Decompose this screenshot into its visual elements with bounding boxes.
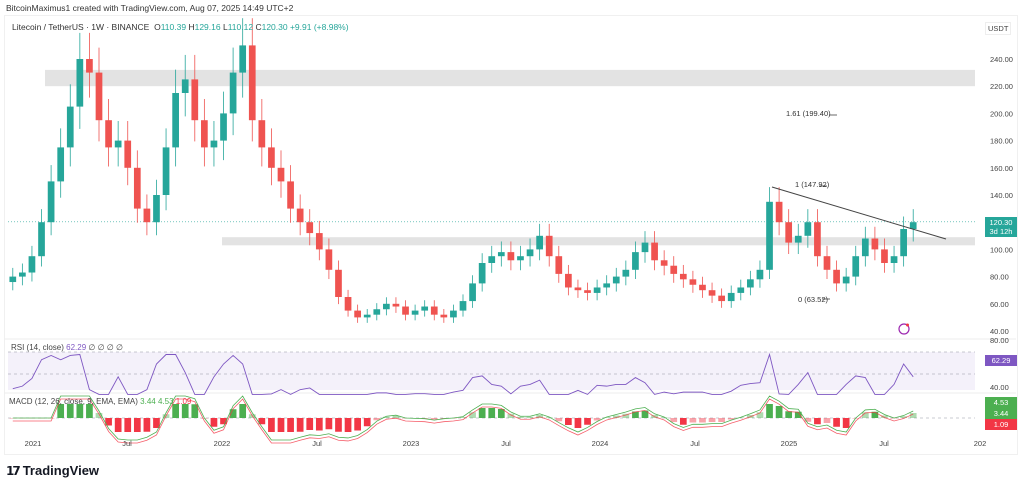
svg-text:Jul: Jul (879, 439, 889, 448)
rsi-price-tag: 62.29 (985, 355, 1017, 366)
current-price-tag: 120.30 3d 12h (985, 217, 1017, 237)
brand-name: TradingView (22, 463, 100, 478)
svg-text:40.00: 40.00 (990, 383, 1009, 392)
macd-tag-3: 1.09 (985, 419, 1017, 430)
open-value: 110.39 (160, 22, 187, 32)
high-value: 129.16 (194, 22, 221, 32)
symbol-interval[interactable]: 1W (91, 22, 104, 32)
svg-text:180.00: 180.00 (990, 137, 1013, 146)
tradingview-mark-icon: 𝟭𝟳 (6, 463, 21, 478)
macd-title: MACD (12, 26, close, 9, EMA, EMA) (9, 397, 138, 406)
svg-text:60.00: 60.00 (990, 300, 1009, 309)
currency-label: USDT (985, 22, 1012, 35)
macd-value-2: 4.53 (157, 397, 174, 406)
svg-text:140.00: 140.00 (990, 191, 1013, 200)
svg-text:2023: 2023 (403, 439, 420, 448)
chart-attribution: BitcoinMaximus1 created with TradingView… (6, 3, 294, 13)
close-value: 120.30 (261, 22, 288, 32)
macd-tag-2: 3.44 (985, 408, 1017, 419)
svg-text:202: 202 (974, 439, 987, 448)
symbol-pair[interactable]: Litecoin / TetherUS (12, 22, 84, 32)
macd-tag-1: 4.53 (985, 397, 1017, 408)
current-price: 120.30 (989, 218, 1013, 227)
chart-frame (4, 15, 1018, 455)
svg-text:2022: 2022 (214, 439, 231, 448)
svg-text:220.00: 220.00 (990, 82, 1013, 91)
svg-text:160.00: 160.00 (990, 164, 1013, 173)
low-value: 110.12 (227, 22, 254, 32)
rsi-extra: ∅ ∅ ∅ ∅ (88, 343, 123, 352)
svg-text:2025: 2025 (781, 439, 798, 448)
svg-text:2024: 2024 (592, 439, 609, 448)
symbol-legend: Litecoin / TetherUS · 1W · BINANCE O110.… (12, 22, 349, 32)
close-label: C (255, 22, 262, 32)
tradingview-logo[interactable]: 𝟭𝟳 TradingView (6, 463, 99, 478)
svg-text:Jul: Jul (122, 439, 132, 448)
low-label: L (222, 22, 228, 32)
change-value: +9.91 (+8.98%) (289, 22, 349, 32)
bar-countdown: 3d 12h (989, 227, 1013, 236)
svg-text:Jul: Jul (501, 439, 511, 448)
svg-text:100.00: 100.00 (990, 245, 1013, 254)
macd-legend[interactable]: MACD (12, 26, close, 9, EMA, EMA) 3.44 4… (9, 397, 191, 406)
open-label: O (154, 22, 161, 32)
svg-text:200.00: 200.00 (990, 109, 1013, 118)
high-label: H (188, 22, 195, 32)
macd-value-3: 1.09 (175, 397, 192, 406)
svg-text:40.00: 40.00 (990, 327, 1009, 336)
fib-level-0: 0 (63.52) (798, 295, 829, 304)
fib-level-161: 1.61 (199.40) (786, 109, 831, 118)
svg-text:Jul: Jul (312, 439, 322, 448)
rsi-legend[interactable]: RSI (14, close) 62.29 ∅ ∅ ∅ ∅ (11, 343, 123, 352)
symbol-exchange: BINANCE (111, 22, 150, 32)
rsi-title: RSI (14, close) (11, 343, 64, 352)
macd-value-1: 3.44 (140, 397, 156, 406)
rsi-value: 62.29 (66, 343, 87, 352)
svg-text:240.00: 240.00 (990, 55, 1013, 64)
fib-level-1: 1 (147.92) (795, 180, 830, 189)
svg-text:2021: 2021 (25, 439, 42, 448)
svg-text:80.00: 80.00 (990, 273, 1009, 282)
svg-text:Jul: Jul (690, 439, 700, 448)
svg-text:80.00: 80.00 (990, 336, 1009, 345)
